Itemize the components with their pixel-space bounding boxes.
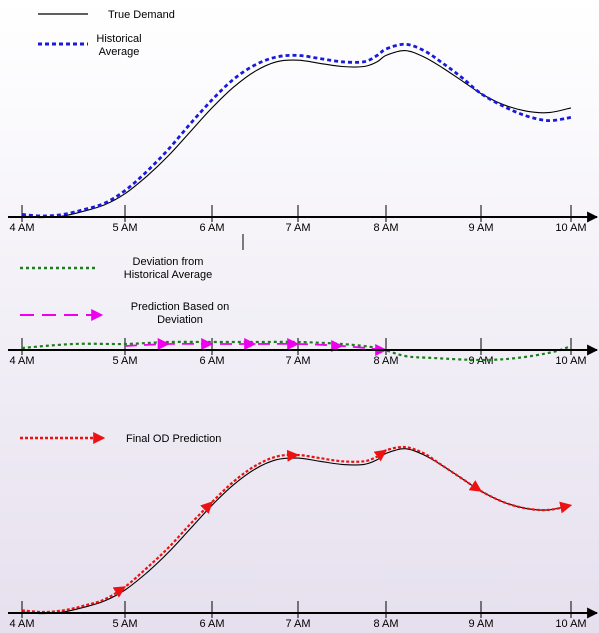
x-tick-label-bottom: 7 AM	[285, 618, 310, 630]
panel-bottom: Final OD Prediction 4 AM 5 AM 6 AM 7 AM 8 AM…	[8, 432, 599, 630]
x-tick-label-top: 8 AM	[373, 222, 398, 234]
legend-bottom: Final OD Prediction	[20, 432, 221, 445]
legend-middle: Deviation from Historical Average Predict…	[20, 256, 229, 326]
series-line-historical-average-top	[21, 42, 572, 218]
final-prediction-arrow-marker	[468, 480, 483, 492]
final-prediction-arrow-marker	[373, 449, 387, 462]
series-line-true-demand-bottom	[21, 448, 572, 615]
legend-label-prediction-deviation: Prediction Based on Deviation	[131, 301, 229, 326]
x-tick-label-top: 7 AM	[285, 222, 310, 234]
legend-label-final-prediction: Final OD Prediction	[126, 433, 221, 445]
plot-area-top: 4 AM 5 AM 6 AM 7 AM 8 AM 9 AM 10 AM	[8, 42, 599, 234]
x-tick-label-bottom: 9 AM	[468, 618, 493, 630]
panel-middle: Deviation from Historical Average Predict…	[8, 256, 599, 367]
x-tick-label-bottom: 8 AM	[373, 618, 398, 630]
final-prediction-arrow-marker	[200, 501, 213, 514]
x-tick-label-middle: 5 AM	[112, 355, 137, 367]
x-tick-label-top: 4 AM	[9, 222, 34, 234]
legend-label-historical-average: Historical Average	[96, 33, 141, 58]
x-tick-label-middle: 8 AM	[373, 355, 398, 367]
final-prediction-arrow-marker	[559, 501, 573, 514]
x-tick-label-middle: 9 AM	[468, 355, 493, 367]
plot-area-middle: 4 AM 5 AM 6 AM 7 AM 8 AM 9 AM 10 AM	[8, 338, 599, 367]
series-line-final-od-prediction-bottom	[21, 445, 572, 614]
final-prediction-arrow-marker	[112, 586, 127, 598]
panel-top: True Demand Historical Average 4 AM 5 AM 6 …	[8, 9, 599, 234]
x-tick-label-bottom: 10 AM	[555, 618, 586, 630]
x-tick-label-bottom: 6 AM	[199, 618, 224, 630]
x-tick-label-middle: 7 AM	[285, 355, 310, 367]
x-tick-label-bottom: 4 AM	[9, 618, 34, 630]
x-tick-label-top: 10 AM	[555, 222, 586, 234]
legend-label-true-demand: True Demand	[108, 9, 175, 21]
legend-label-deviation: Deviation from Historical Average	[124, 256, 212, 281]
x-tick-label-middle: 6 AM	[199, 355, 224, 367]
x-tick-label-middle: 10 AM	[555, 355, 586, 367]
x-tick-label-top: 9 AM	[468, 222, 493, 234]
plot-area-bottom: 4 AM 5 AM 6 AM 7 AM 8 AM 9 AM 10 AM	[8, 445, 599, 630]
x-tick-label-top: 6 AM	[199, 222, 224, 234]
x-tick-label-top: 5 AM	[112, 222, 137, 234]
series-line-true-demand-top	[21, 50, 572, 219]
x-tick-label-bottom: 5 AM	[112, 618, 137, 630]
final-prediction-arrow-marker	[286, 449, 300, 462]
legend-top: True Demand Historical Average	[38, 9, 175, 58]
x-tick-label-middle: 4 AM	[9, 355, 34, 367]
